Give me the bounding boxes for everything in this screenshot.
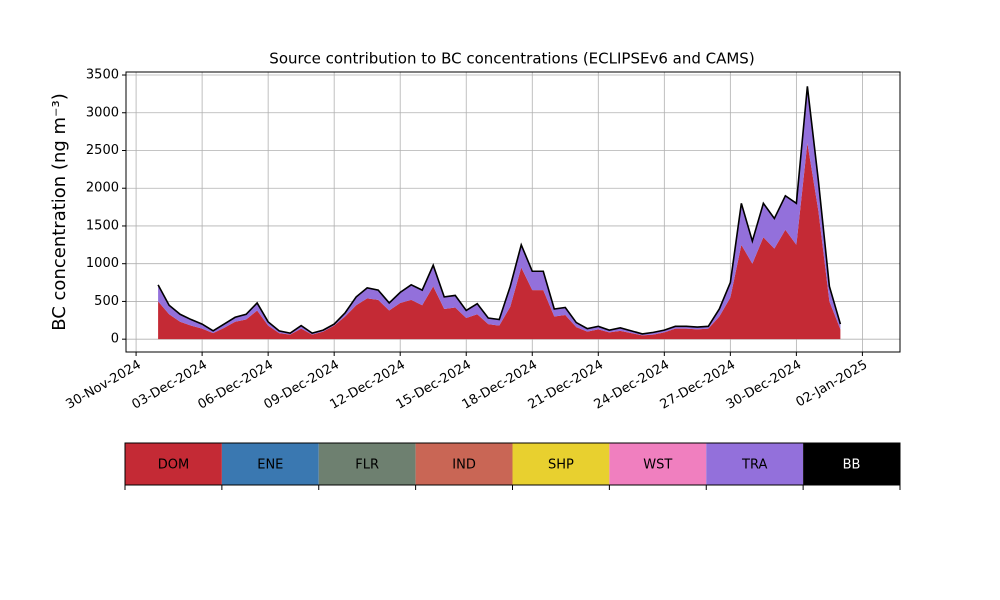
legend-swatch — [221, 443, 319, 485]
legend-swatch — [318, 443, 416, 485]
legend-swatch — [125, 443, 222, 485]
y-axis-label: BC concentration (ng m⁻³) — [49, 93, 70, 331]
x-tick-label: 30-Dec-2024 — [724, 358, 804, 413]
legend-swatch — [609, 443, 707, 485]
y-tick-label: 1500 — [86, 218, 119, 233]
y-tick-label: 2000 — [86, 181, 119, 196]
total-outline — [157, 86, 842, 335]
legend-label: FLR — [355, 458, 379, 473]
legend-swatch — [512, 443, 610, 485]
chart-title: Source contribution to BC concentrations… — [269, 50, 754, 68]
legend-label: DOM — [158, 458, 189, 473]
y-tick-label: 3500 — [86, 68, 119, 83]
area — [158, 142, 841, 340]
legend-swatch — [706, 443, 804, 485]
x-tick-label: 02-Jan-2025 — [794, 358, 871, 411]
legend-swatch — [803, 443, 900, 485]
y-tick-label: 0 — [111, 332, 119, 347]
y-tick-label: 1000 — [86, 256, 119, 271]
legend-label: SHP — [548, 458, 574, 473]
legend-swatch — [415, 443, 513, 485]
legend-label: BB — [843, 458, 861, 473]
y-tick-label: 3000 — [86, 105, 119, 120]
plot-frame — [125, 71, 901, 353]
legend-label: IND — [452, 458, 476, 473]
legend-label: WST — [643, 458, 672, 473]
legend-label: ENE — [257, 458, 283, 473]
y-tick-label: 2500 — [86, 143, 119, 158]
legend-label: TRA — [741, 458, 767, 473]
y-tick-label: 500 — [94, 294, 119, 309]
